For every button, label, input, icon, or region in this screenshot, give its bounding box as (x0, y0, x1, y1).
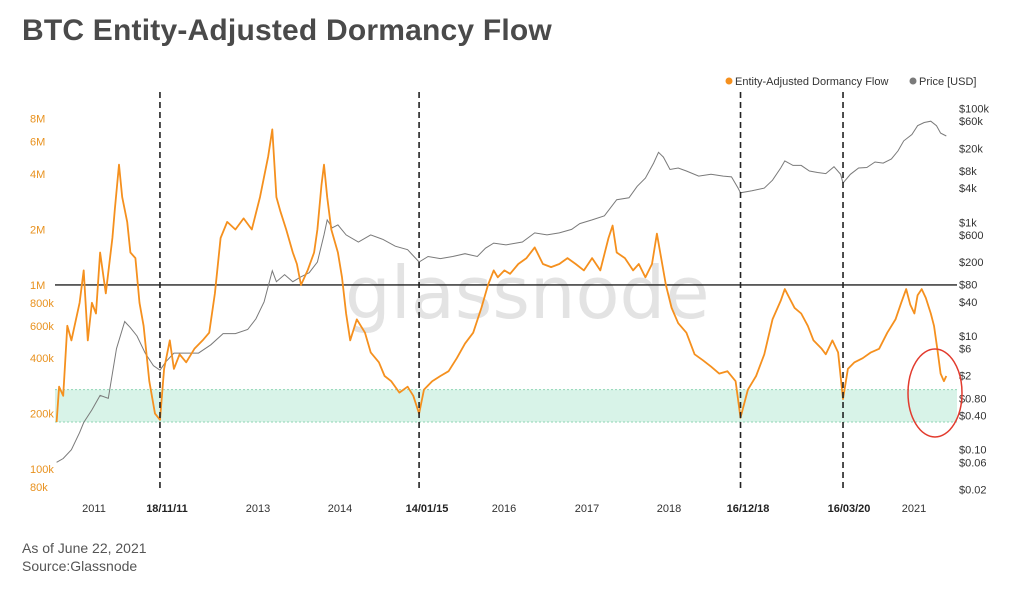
right-axis-tick-label: $0.10 (959, 445, 987, 457)
price-series-line (56, 120, 947, 463)
x-axis-tick-label: 2016 (492, 503, 516, 515)
right-axis-tick-label: $10 (959, 331, 977, 343)
chart-title: BTC Entity-Adjusted Dormancy Flow (22, 14, 552, 47)
left-axis-tick-label: 80k (30, 482, 48, 494)
x-axis-tick-label: 18/11/11 (146, 503, 188, 515)
x-axis-tick-label: 2014 (328, 503, 352, 515)
right-axis-tick-label: $0.06 (959, 457, 987, 469)
x-axis-tick-label: 14/01/15 (406, 503, 449, 515)
x-axis-tick-label: 16/03/20 (828, 503, 871, 515)
x-axis-tick-label: 2021 (902, 503, 926, 515)
right-axis-tick-label: $200 (959, 257, 983, 269)
x-axis-tick-label: 2018 (657, 503, 681, 515)
left-axis-tick-label: 600k (30, 321, 54, 333)
left-axis-tick-label: 100k (30, 464, 54, 476)
as-of-date: As of June 22, 2021 (22, 540, 147, 556)
right-axis-tick-label: $600 (959, 230, 983, 242)
watermark: glassnode (345, 251, 710, 335)
right-axis-tick-label: $8k (959, 166, 977, 178)
buy-zone-band (55, 389, 957, 423)
x-axis-tick-label: 2013 (246, 503, 270, 515)
left-axis-tick-label: 4M (30, 169, 45, 181)
right-axis-tick-label: $40 (959, 297, 977, 309)
right-axis-tick-label: $20k (959, 143, 983, 155)
left-axis-tick-label: 1M (30, 280, 45, 292)
legend-label: Price [USD] (919, 76, 976, 88)
x-axis-tick-label: 2011 (82, 503, 106, 515)
highlight-circle (907, 348, 963, 438)
right-axis-tick-label: $80 (959, 280, 977, 292)
right-axis-tick-label: $1k (959, 217, 977, 229)
right-axis-tick-label: $100k (959, 104, 989, 116)
right-axis-tick-label: $60k (959, 116, 983, 128)
left-axis-tick-label: 800k (30, 298, 54, 310)
right-axis-tick-label: $4k (959, 183, 977, 195)
right-axis-tick-label: $0.40 (959, 410, 987, 422)
right-axis-tick-label: $0.80 (959, 393, 987, 405)
left-axis-tick-label: 8M (30, 114, 45, 126)
legend-marker (909, 77, 917, 85)
dormancy-flow-series-line (55, 128, 948, 423)
legend-label: Entity-Adjusted Dormancy Flow (735, 76, 888, 88)
legend-marker (725, 77, 733, 85)
footer: As of June 22, 2021 Source:Glassnode (22, 539, 147, 575)
left-axis-tick-label: 2M (30, 225, 45, 237)
right-axis-tick-label: $6 (959, 344, 971, 356)
x-axis-tick-label: 16/12/18 (727, 503, 770, 515)
source: Source:Glassnode (22, 558, 138, 574)
x-axis-tick-label: 2017 (575, 503, 599, 515)
left-axis-tick-label: 400k (30, 353, 54, 365)
left-axis-tick-label: 6M (30, 137, 45, 149)
right-axis-tick-label: $2 (959, 371, 971, 383)
right-axis-tick-label: $0.02 (959, 484, 987, 496)
left-axis-tick-label: 200k (30, 409, 54, 421)
